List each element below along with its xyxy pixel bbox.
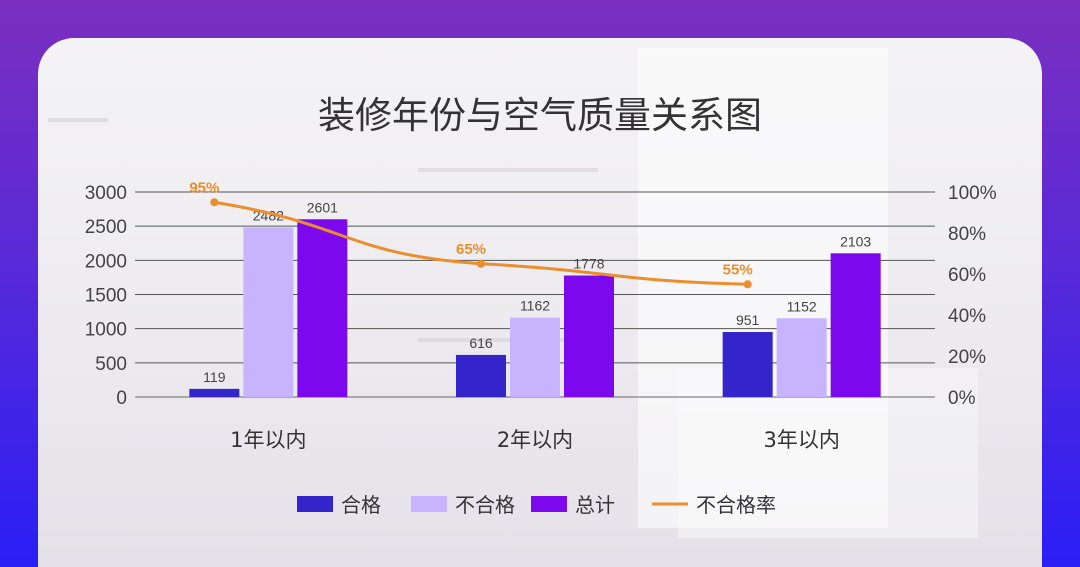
category-labels: 1年以内 2年以内 3年以内 [230, 428, 840, 452]
right-axis-ticks: 0% 20% 40% 60% 80% 100% [948, 183, 997, 409]
bar-data-label: 951 [736, 312, 760, 328]
rate-line: 95% 65% 55% [189, 179, 753, 289]
rate-data-label: 95% [189, 179, 219, 196]
right-tick-label: 40% [948, 306, 986, 327]
bar [510, 317, 560, 397]
left-tick-label: 3000 [85, 183, 127, 204]
rate-point [210, 198, 219, 207]
right-tick-label: 0% [948, 388, 976, 409]
legend-swatch [297, 496, 333, 512]
bar-data-label: 1162 [520, 298, 550, 314]
legend-label: 不合格 [455, 493, 515, 517]
bar-data-label: 616 [469, 335, 493, 351]
left-tick-label: 1000 [85, 320, 127, 341]
left-tick-label: 500 [95, 354, 127, 375]
right-tick-label: 80% [948, 224, 986, 245]
left-tick-label: 1500 [85, 286, 127, 307]
chart-title: 装修年份与空气质量关系图 [318, 94, 762, 137]
rate-data-label: 55% [723, 261, 753, 278]
bar [456, 354, 506, 397]
right-tick-label: 60% [948, 265, 986, 286]
category-label: 2年以内 [497, 428, 573, 452]
category-label: 3年以内 [763, 428, 839, 452]
background-shelf [48, 118, 108, 122]
legend-label: 不合格率 [696, 493, 776, 517]
bar [722, 332, 773, 397]
bar-data-label: 1152 [787, 298, 817, 314]
rate-point [477, 259, 485, 268]
rate-data-label: 65% [456, 241, 486, 258]
legend-swatch [411, 496, 447, 512]
left-tick-label: 0 [116, 388, 127, 409]
bar [776, 318, 827, 397]
right-tick-label: 20% [948, 347, 986, 368]
right-tick-label: 100% [948, 183, 997, 204]
bar-data-label: 2103 [840, 233, 871, 249]
bar-data-label: 1778 [573, 256, 604, 272]
legend: 合格 不合格 总计 不合格率 [297, 493, 776, 517]
bar [830, 253, 881, 397]
left-tick-label: 2000 [85, 251, 127, 272]
background-shelf [418, 338, 598, 342]
bar [189, 388, 240, 397]
left-tick-label: 2500 [85, 217, 127, 238]
background-shelf [418, 168, 598, 172]
category-label: 1年以内 [230, 428, 306, 452]
left-axis-ticks: 0 500 1000 1500 2000 2500 3000 [85, 183, 127, 409]
bar-data-label: 119 [203, 369, 226, 385]
legend-label: 合格 [341, 493, 381, 517]
legend-label: 总计 [575, 493, 615, 517]
bar [564, 275, 614, 397]
rate-point [743, 280, 752, 289]
legend-swatch [531, 496, 567, 512]
bar [243, 227, 294, 397]
bar [297, 219, 348, 397]
bar-data-label: 2601 [307, 199, 338, 215]
